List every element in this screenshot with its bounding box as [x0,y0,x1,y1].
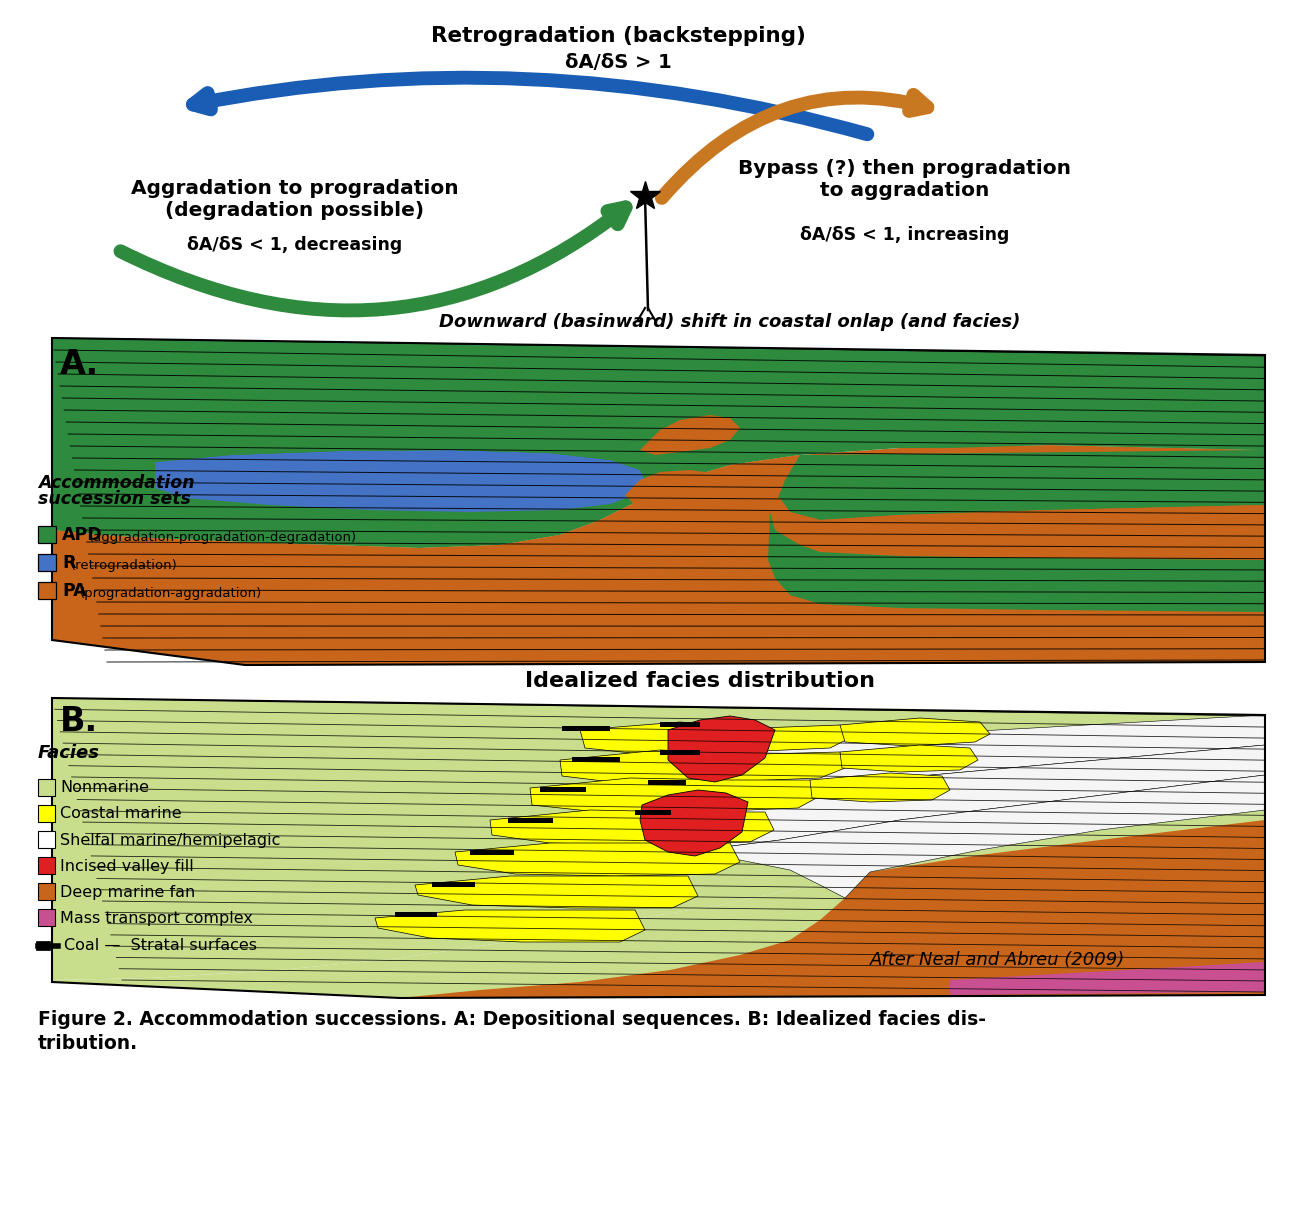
Polygon shape [690,745,1265,850]
Polygon shape [668,717,776,782]
Polygon shape [639,775,1265,898]
Text: Facies: Facies [38,744,100,762]
Polygon shape [52,698,1265,998]
Polygon shape [52,445,1265,665]
Polygon shape [52,337,1265,548]
Text: Mass transport complex: Mass transport complex [60,910,253,925]
FancyArrowPatch shape [193,77,868,134]
Text: APD: APD [62,526,102,544]
Polygon shape [455,843,741,876]
Bar [508,818,553,823]
Polygon shape [52,810,1265,998]
Polygon shape [399,820,1265,998]
FancyBboxPatch shape [38,856,54,874]
Polygon shape [52,337,1265,665]
Text: A.: A. [60,348,99,382]
Text: Aggradation to progradation: Aggradation to progradation [131,178,459,198]
Polygon shape [560,750,846,783]
Text: Incised valley fill: Incised valley fill [60,859,193,874]
Text: δA/δS < 1, increasing: δA/δS < 1, increasing [800,226,1009,244]
Polygon shape [52,455,1265,665]
Bar [396,912,437,917]
Text: (aggradation-progradation-degradation): (aggradation-progradation-degradation) [89,531,357,545]
Text: tribution.: tribution. [38,1034,137,1053]
Text: R: R [62,555,75,572]
Polygon shape [811,773,949,802]
FancyBboxPatch shape [38,555,56,571]
Polygon shape [156,450,645,512]
Polygon shape [415,876,698,908]
Text: Deep marine fan: Deep marine fan [60,885,196,899]
Bar [636,810,671,815]
Bar [648,780,686,785]
Polygon shape [949,962,1265,995]
Text: succession sets: succession sets [38,490,191,508]
Text: Figure 2. Accommodation successions. A: Depositional sequences. B: Idealized fac: Figure 2. Accommodation successions. A: … [38,1010,986,1029]
Text: B.: B. [60,706,99,737]
Bar [660,750,700,755]
Polygon shape [639,715,1265,800]
FancyBboxPatch shape [38,582,56,599]
Polygon shape [52,698,1265,980]
Text: (progradation-aggradation): (progradation-aggradation) [80,588,262,600]
Polygon shape [490,810,774,845]
Text: Idealized facies distribution: Idealized facies distribution [525,671,875,691]
FancyArrowPatch shape [661,94,927,198]
Polygon shape [580,721,850,755]
FancyBboxPatch shape [38,779,54,796]
Text: Nonmarine: Nonmarine [60,780,149,795]
Polygon shape [768,512,1265,612]
Bar [432,882,475,887]
FancyBboxPatch shape [38,805,54,822]
Polygon shape [625,470,741,515]
FancyBboxPatch shape [38,831,54,848]
Text: PA: PA [62,582,87,600]
Polygon shape [375,910,645,942]
Bar [572,757,620,762]
Text: (degradation possible): (degradation possible) [166,200,424,220]
Polygon shape [52,337,1265,470]
Polygon shape [639,790,748,856]
Text: (retrogradation): (retrogradation) [71,560,178,573]
Bar [562,726,610,731]
FancyBboxPatch shape [38,909,54,926]
FancyArrowPatch shape [121,207,625,310]
Bar [660,721,700,728]
Polygon shape [840,718,990,746]
Text: Accommodation: Accommodation [38,474,195,492]
Text: to aggradation: to aggradation [820,180,990,200]
Polygon shape [156,409,639,470]
Polygon shape [778,450,1265,520]
Text: Shelfal marine/hemipelagic: Shelfal marine/hemipelagic [60,832,280,848]
Text: δA/δS > 1: δA/δS > 1 [564,53,672,71]
Polygon shape [639,415,741,455]
Polygon shape [840,745,978,772]
Text: Retrogradation (backstepping): Retrogradation (backstepping) [431,26,805,45]
Text: δA/δS < 1, decreasing: δA/δS < 1, decreasing [187,236,402,254]
Polygon shape [530,778,820,812]
Text: Coal —  Stratal surfaces: Coal — Stratal surfaces [64,939,257,953]
Bar [540,787,586,791]
FancyBboxPatch shape [38,526,56,544]
Text: Coastal marine: Coastal marine [60,806,182,822]
Text: Downward (basinward) shift in coastal onlap (and facies): Downward (basinward) shift in coastal on… [440,313,1021,331]
FancyBboxPatch shape [38,883,54,899]
Bar [470,850,514,855]
Text: Bypass (?) then progradation: Bypass (?) then progradation [738,158,1071,178]
Text: After Neal and Abreu (2009): After Neal and Abreu (2009) [870,951,1126,969]
Polygon shape [770,498,1265,560]
Polygon shape [156,387,601,432]
